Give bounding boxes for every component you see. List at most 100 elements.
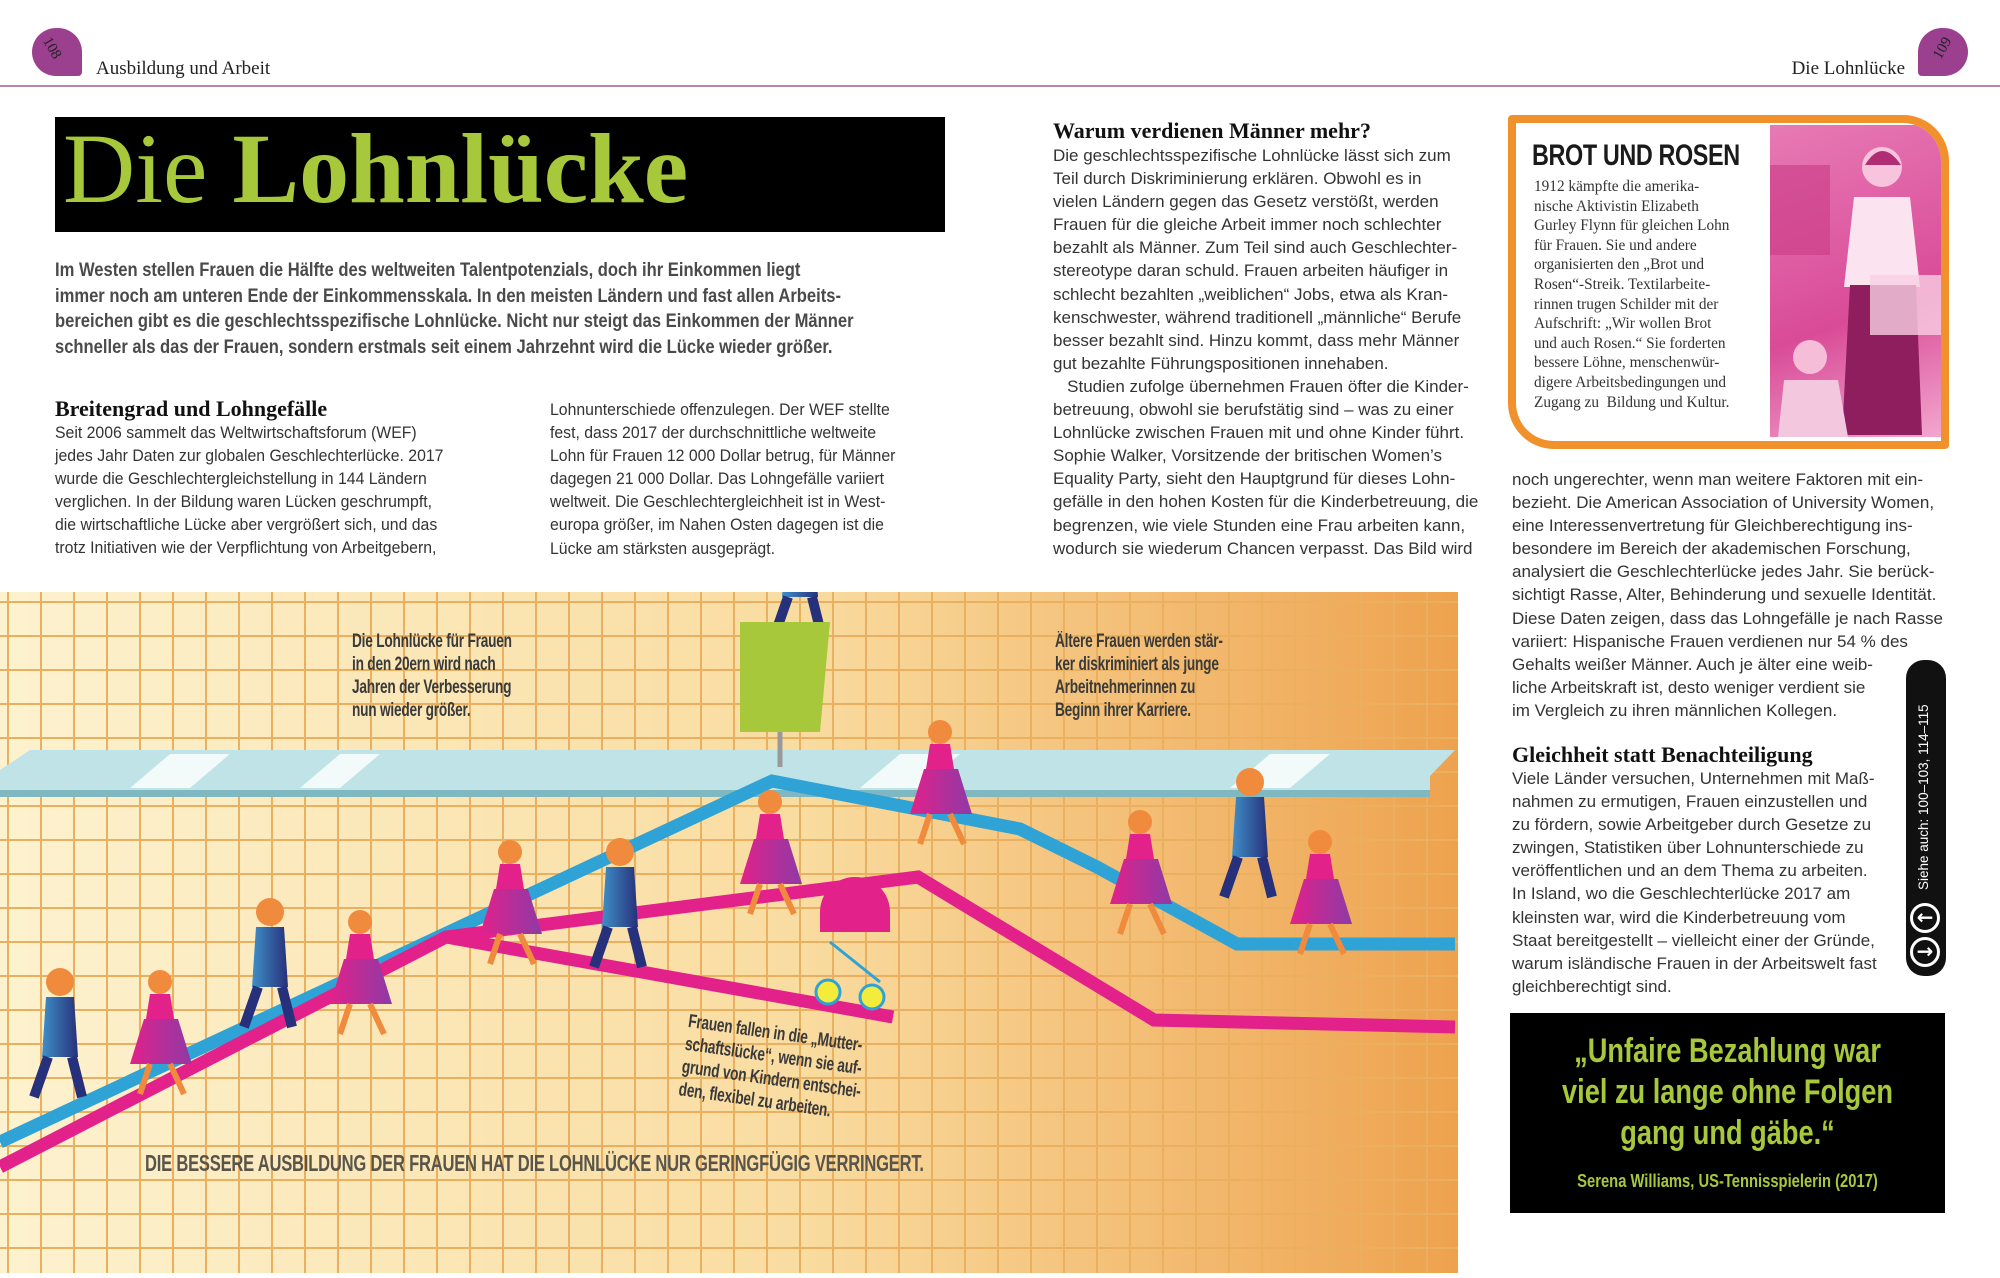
text-line: bessere Löhne, menschenwür- xyxy=(1534,354,1720,372)
page-number-badge-right: 109 xyxy=(1918,28,1968,76)
label-education-note: DIE BESSERE AUSBILDUNG DER FRAUEN HAT DI… xyxy=(145,1150,924,1176)
header-rule xyxy=(0,85,2000,87)
photo-illustration xyxy=(1770,147,1941,437)
text-line: Lücke am stärksten ausgeprägt. xyxy=(550,538,775,558)
text-line: Zugang zu Bildung und Kultur. xyxy=(1534,393,1730,411)
text-line: ker diskriminiert als junge xyxy=(1055,654,1219,675)
right-column-text-2: Viele Länder versuchen, Unternehmen mit … xyxy=(1512,767,1877,998)
page-number: 109 xyxy=(1930,34,1956,62)
text-line: analysiert die Geschlechterlücke jedes J… xyxy=(1512,562,1935,582)
text-line: Diese Daten zeigen, dass das Lohngefälle… xyxy=(1512,608,1943,628)
text-line: zu fördern, sowie Arbeitgeber durch Gese… xyxy=(1512,815,1872,835)
page-number: 108 xyxy=(39,34,65,62)
text-line: schneller als das der Frauen, sondern er… xyxy=(55,335,833,358)
sidebar-box-brot-und-rosen: BROT UND ROSEN 1912 kämpfte die amerika-… xyxy=(1508,115,1949,449)
man-figure xyxy=(239,898,297,1029)
text-line: im Vergleich zu ihren männlichen Kollege… xyxy=(1512,700,1838,720)
illustration-graphic xyxy=(0,508,1458,1273)
text-line: Viele Länder versuchen, Unternehmen mit … xyxy=(1512,769,1875,788)
text-line: schlecht bezahlten „weiblichen“ Jobs, et… xyxy=(1053,284,1448,304)
text-line: in den 20ern wird nach xyxy=(352,654,496,675)
text-line: rinnen trugen Schilder mit der xyxy=(1534,295,1719,313)
pram-icon xyxy=(814,877,890,1011)
text-line: Lohn für Frauen 12 000 Dollar betrug, fü… xyxy=(550,446,896,466)
text-line: Staat bereitgestellt – vielleicht einer … xyxy=(1512,930,1875,950)
right-column-text: noch ungerechter, wenn man weitere Fakto… xyxy=(1512,468,1943,722)
text-line: wurde die Geschlechtergleichstellung in … xyxy=(55,469,427,489)
woman-figure xyxy=(130,970,192,1096)
text-line: Rosen“-Streik. Textilarbeite- xyxy=(1534,275,1711,293)
text-line: nische Aktivistin Elizabeth xyxy=(1534,197,1699,215)
page-number-badge-left: 108 xyxy=(32,28,82,76)
page-title: Die Lohnlücke xyxy=(63,111,688,226)
text-line: vielen Ländern gegen das Gesetz verstößt… xyxy=(1053,192,1439,212)
text-line: viel zu lange ohne Folgen xyxy=(1562,1073,1893,1111)
arrow-right-icon[interactable]: → xyxy=(1910,937,1940,967)
text-line: fest, dass 2017 der durchschnittliche we… xyxy=(550,423,877,443)
woman-figure xyxy=(910,720,972,846)
grid-lines xyxy=(0,592,1458,1273)
man-figure xyxy=(1219,768,1277,899)
label-20s-gap: Die Lohnlücke für Frauen in den 20ern wir… xyxy=(352,630,512,722)
text-line: Frauen für die gleiche Arbeit immer noch… xyxy=(1053,215,1442,235)
text-line: Gehalts weißer Männer. Auch je älter ein… xyxy=(1512,654,1873,674)
sidebar-heading: BROT UND ROSEN xyxy=(1532,139,1740,172)
running-head-left: Ausbildung und Arbeit xyxy=(96,58,271,79)
section2-text: Die geschlechtsspezifische Lohnlücke läs… xyxy=(1053,144,1478,560)
illustration-career-ladder: Die Lohnlücke für Frauen in den 20ern wir… xyxy=(0,508,1458,1273)
text-line: kleinsten war, wird die Kinderbetreuung … xyxy=(1512,907,1846,927)
text-line: sichtigt Rasse, Alter, Behinderung und s… xyxy=(1512,585,1937,605)
text-line: Die Lohnlücke für Frauen xyxy=(352,631,512,652)
text-line: weltweit. Die Geschlechtergleichheit ist… xyxy=(550,492,886,512)
text-line: bezieht. Die American Association of Uni… xyxy=(1512,493,1935,513)
text-line: Aufschrift: „Wir wollen Brot xyxy=(1534,315,1712,333)
text-line: Studien zufolge übernehmen Frauen öfter … xyxy=(1053,376,1469,396)
text-line: gleichberechtigt sind. xyxy=(1512,976,1672,996)
text-line: stereotype daran schuld. Frauen arbeiten… xyxy=(1053,261,1449,281)
text-line: gefälle in den hohen Kosten für die Kind… xyxy=(1053,492,1479,512)
woman-figure xyxy=(330,910,392,1036)
text-line: Die geschlechtsspezifische Lohnlücke läs… xyxy=(1053,146,1451,165)
text-line: organisierten den „Brot und xyxy=(1534,256,1705,274)
intro-paragraph: Im Westen stellen Frauen die Hälfte des … xyxy=(55,258,905,360)
text-line: Im Westen stellen Frauen die Hälfte des … xyxy=(55,259,801,281)
text-line: Lohnunterschiede offenzulegen. Der WEF s… xyxy=(550,400,890,419)
text-line: zwingen, Statistiken über Lohnunterschie… xyxy=(1512,838,1864,858)
text-line: die wirtschaftliche Lücke aber vergrößer… xyxy=(55,515,438,535)
man-figure xyxy=(29,968,87,1099)
text-line: trotz Initiativen wie der Verpflichtung … xyxy=(55,538,437,558)
text-line: 1912 kämpfte die amerika- xyxy=(1534,178,1700,195)
text-line: In Island, wo die Geschlechterlücke 2017… xyxy=(1512,884,1851,904)
text-line: kenschwester, während traditionell „männ… xyxy=(1053,307,1462,327)
text-line: dagegen 21 000 Dollar. Das Lohngefälle v… xyxy=(550,469,885,489)
sidebar-text: 1912 kämpfte die amerika-nische Aktivist… xyxy=(1534,177,1729,412)
text-line: digere Arbeitsbedingungen und xyxy=(1534,373,1727,391)
text-line: noch ungerechter, wenn man weitere Fakto… xyxy=(1512,470,1924,489)
women-career-line xyxy=(0,870,1456,1173)
text-line: Ältere Frauen werden stär- xyxy=(1055,631,1223,652)
office-chair-icon xyxy=(740,622,830,767)
text-line: gut bezahlte Führungspositionen innehabe… xyxy=(1053,353,1389,373)
text-line: besondere im Bereich der akademischen Fo… xyxy=(1512,539,1911,559)
text-line: bereichen gibt es die geschlechtsspezifi… xyxy=(55,310,854,332)
quote-text: „Unfaire Bezahlung war viel zu lange ohne… xyxy=(1554,1031,1902,1154)
text-line: bezahlt als Männer. Zum Teil sind auch G… xyxy=(1053,238,1458,258)
see-also-label: Siehe auch: 100–103, 114–115 xyxy=(1916,704,1931,890)
see-also-tab: Siehe auch: 100–103, 114–115 ← → xyxy=(1906,660,1946,976)
section1-col1: Seit 2006 sammelt das Weltwirtschaftsfor… xyxy=(55,421,443,560)
woman-figure xyxy=(740,790,802,916)
text-line: begrenzen, wie viele Stunden eine Frau a… xyxy=(1053,515,1466,535)
text-line: liche Arbeitskraft ist, desto weniger ve… xyxy=(1512,677,1866,697)
title-bold: Lohnlücke xyxy=(232,113,689,224)
text-line: warum isländische Frauen in der Arbeitsw… xyxy=(1512,953,1877,973)
text-line: immer noch am unteren Ende der Einkommen… xyxy=(55,284,841,307)
text-line: nahmen zu ermutigen, Frauen einzustellen… xyxy=(1512,792,1868,812)
text-line: und auch Rosen.“ Sie forderten xyxy=(1534,334,1726,352)
text-line: Gurley Flynn für gleichen Lohn xyxy=(1534,217,1730,235)
label-older-women: Ältere Frauen werden stär-ker diskrimini… xyxy=(1055,630,1223,722)
arrow-left-icon[interactable]: ← xyxy=(1910,903,1940,933)
text-line: Sophie Walker, Vorsitzende der britische… xyxy=(1053,446,1442,466)
woman-figure xyxy=(1290,830,1352,956)
text-line: gang und gäbe.“ xyxy=(1620,1114,1835,1152)
text-line: Lohnlücke zwischen Frauen mit und ohne K… xyxy=(1053,423,1465,443)
